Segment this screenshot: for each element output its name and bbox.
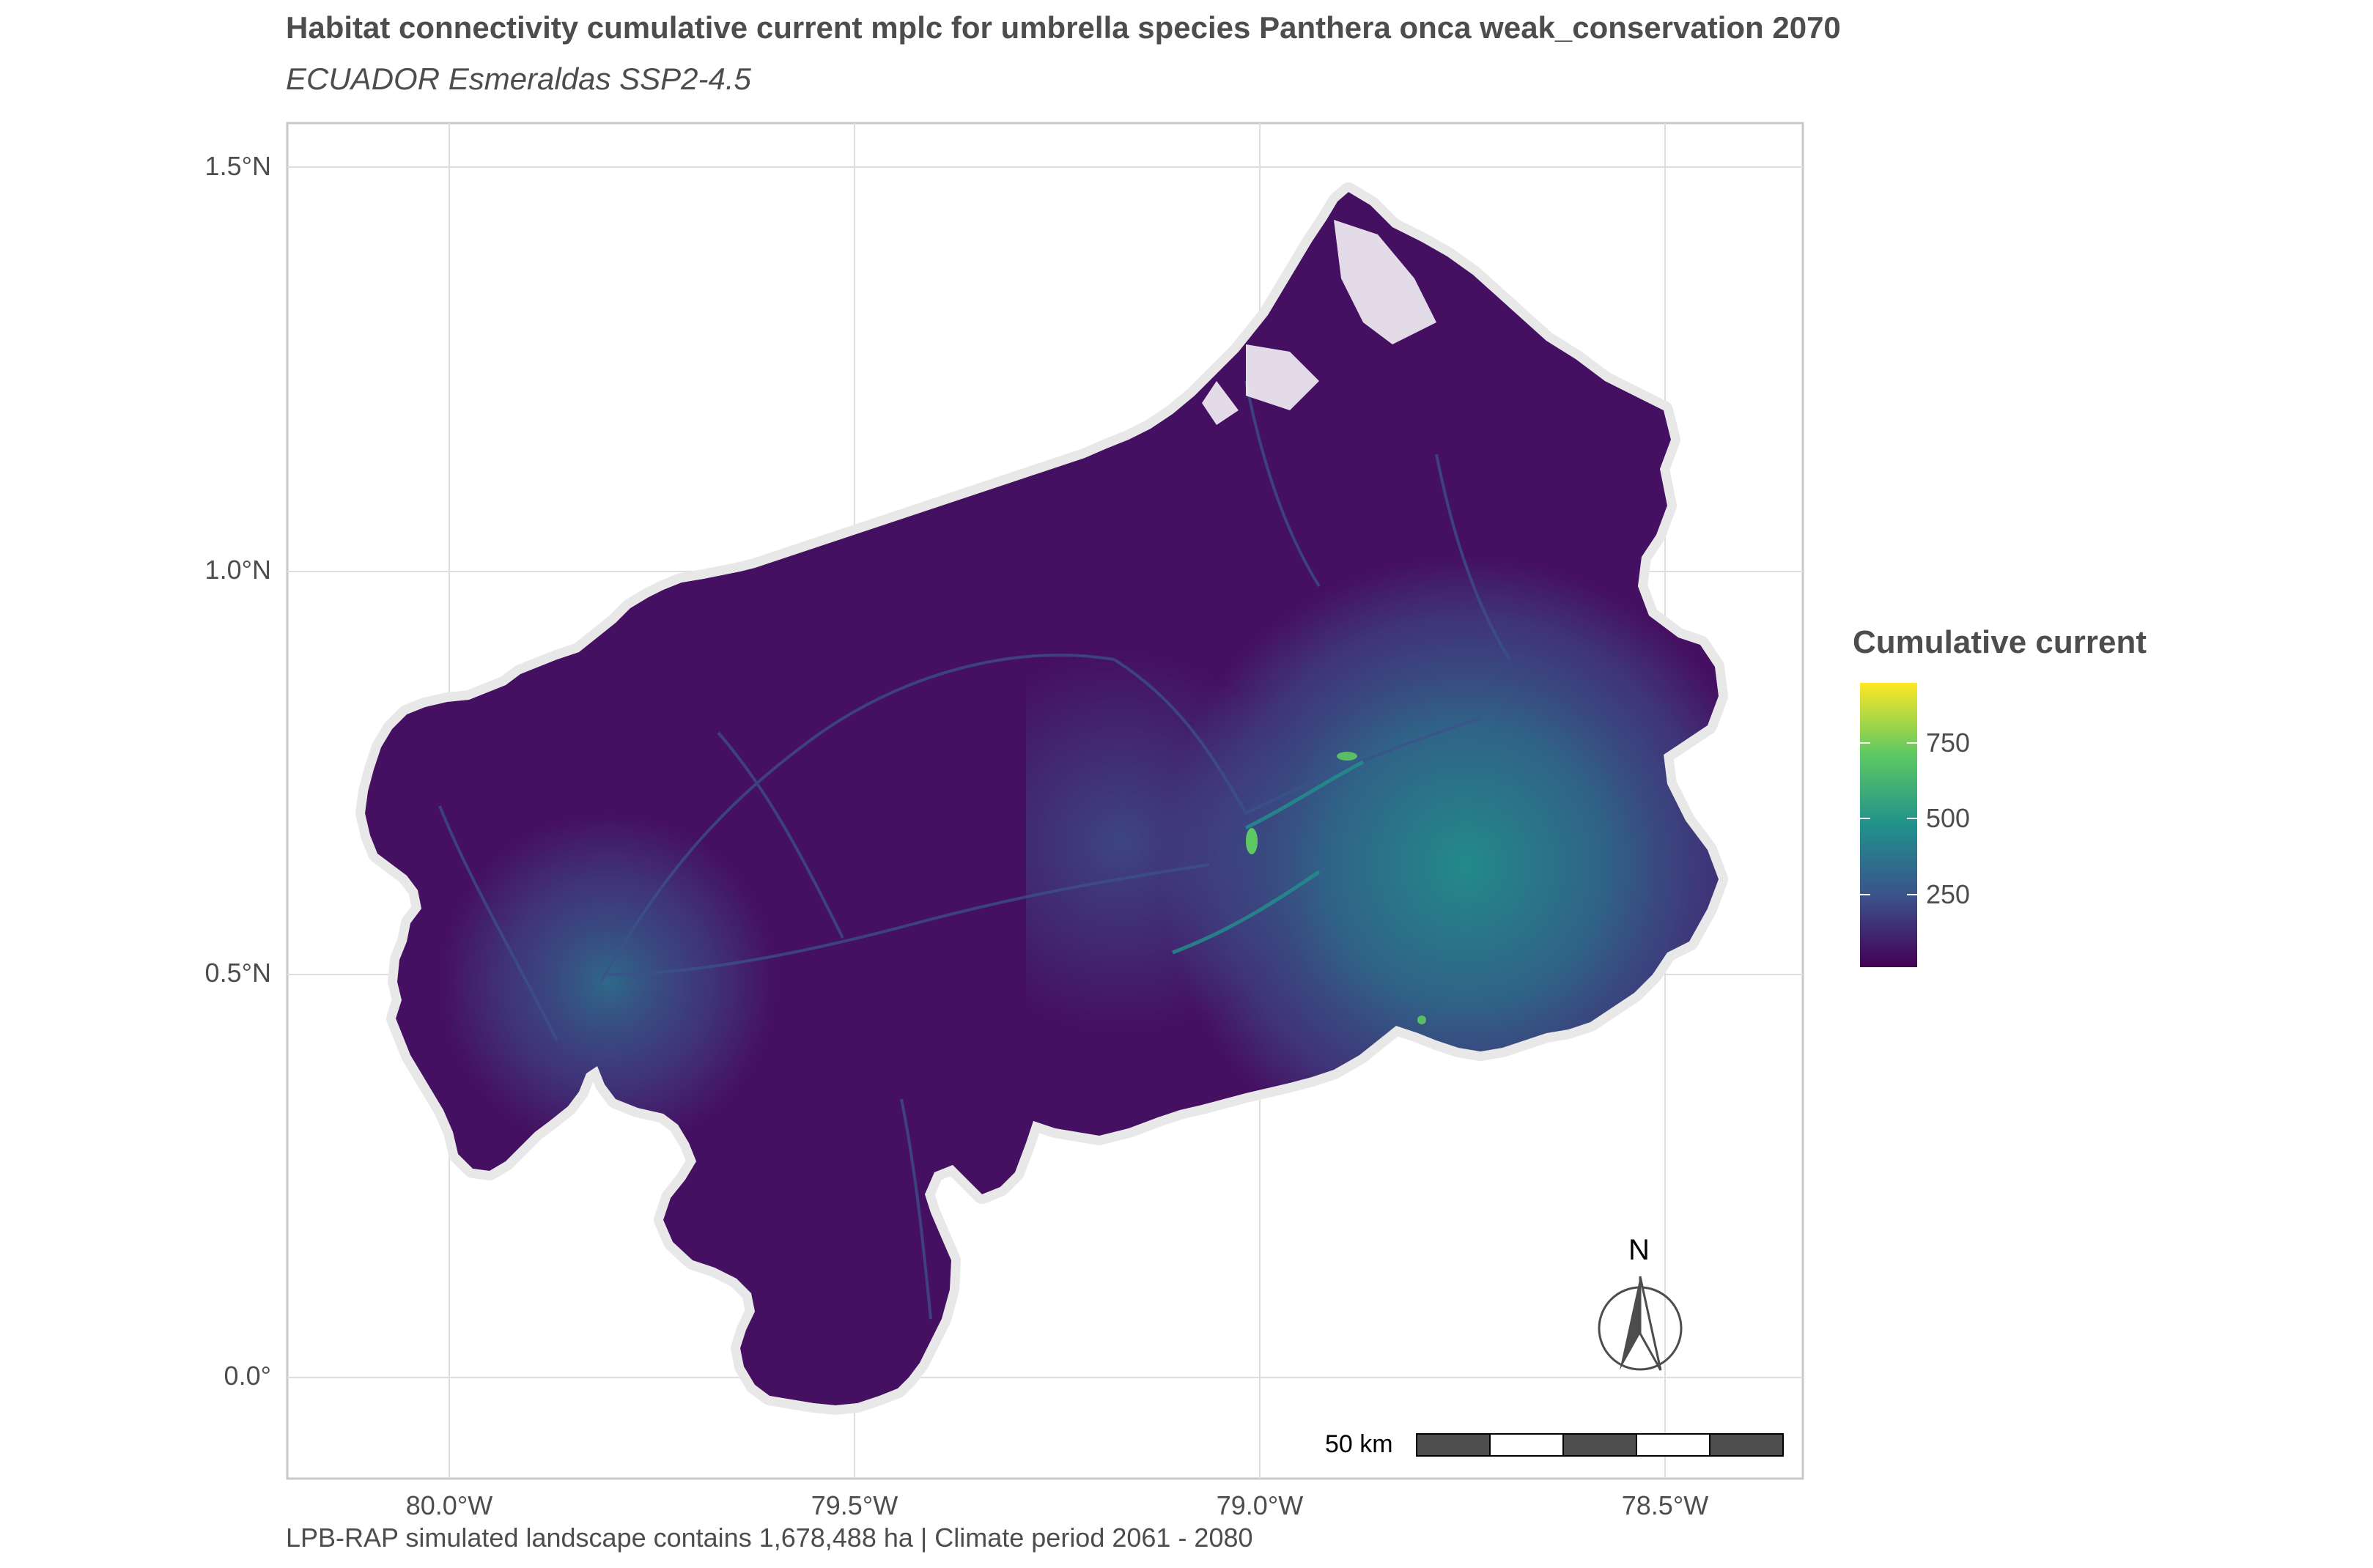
north-label: N (1628, 1234, 1650, 1266)
y-tick-1-0: 1.0°N (204, 555, 271, 585)
y-tick-0-0: 0.0° (224, 1361, 271, 1391)
legend-label-500: 500 (1926, 803, 1971, 833)
scale-bar (1416, 1433, 1784, 1457)
x-tick-78-5: 78.5°W (1621, 1490, 1709, 1520)
y-tick-1-5: 1.5°N (204, 151, 271, 181)
legend-title: Cumulative current (1853, 624, 2147, 660)
x-tick-80-0: 80.0°W (405, 1490, 493, 1520)
map-subtitle: ECUADOR Esmeraldas SSP2-4.5 (286, 62, 751, 96)
y-tick-0-5: 0.5°N (204, 958, 271, 988)
map-caption: LPB-RAP simulated landscape contains 1,6… (286, 1523, 1253, 1553)
x-tick-79-5: 79.5°W (811, 1490, 898, 1520)
x-tick-79-0: 79.0°W (1216, 1490, 1304, 1520)
legend-colorbar (1860, 683, 1917, 967)
north-arrow-icon (1598, 1276, 1683, 1371)
legend-ticks (1860, 742, 1917, 895)
scale-bar-label: 50 km (1325, 1430, 1393, 1458)
hotspot (1246, 828, 1258, 854)
legend-label-750: 750 (1926, 728, 1971, 758)
legend-label-250: 250 (1926, 879, 1971, 909)
map-title: Habitat connectivity cumulative current … (286, 10, 1841, 45)
